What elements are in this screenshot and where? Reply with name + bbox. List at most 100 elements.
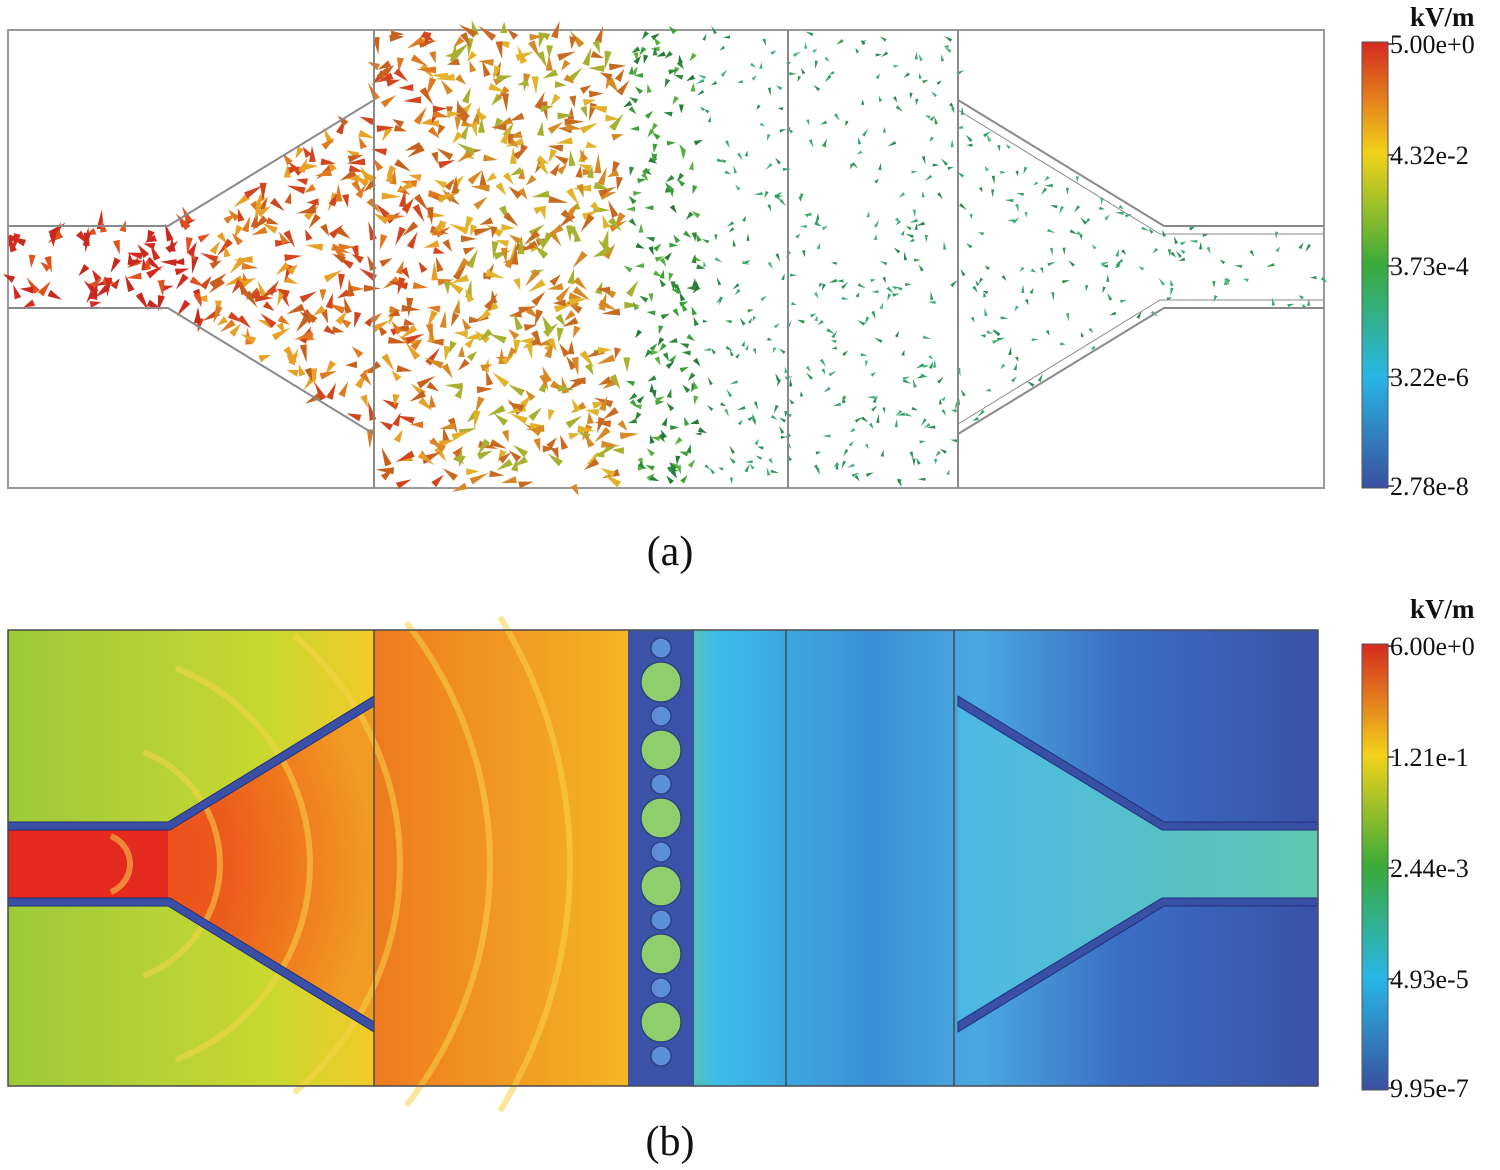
field-arrow (301, 308, 318, 324)
field-arrow (442, 468, 458, 481)
field-arrow (112, 239, 120, 255)
unit-cell (640, 933, 682, 975)
field-arrow (850, 163, 854, 170)
field-arrow (555, 137, 573, 144)
field-arrow (686, 74, 696, 82)
field-arrow (556, 164, 568, 175)
unit-cell (640, 661, 682, 703)
field-arrow (809, 313, 817, 318)
field-arrow (1170, 287, 1174, 296)
field-arrow (1212, 281, 1216, 288)
field-arrow (716, 297, 723, 304)
field-arrow (449, 340, 457, 354)
field-arrow (703, 347, 711, 352)
field-arrow (864, 316, 870, 326)
field-arrow (792, 51, 802, 57)
field-arrow (678, 54, 683, 64)
field-arrow (560, 434, 569, 450)
field-arrow (533, 244, 549, 259)
field-arrow (347, 278, 355, 297)
field-arrow (894, 286, 903, 291)
field-arrow (997, 144, 1001, 152)
field-arrow (445, 280, 464, 295)
field-arrow (602, 214, 611, 229)
field-arrow (711, 25, 717, 35)
field-arrow (496, 117, 513, 127)
field-arrow (749, 463, 755, 470)
field-arrow (405, 341, 421, 360)
field-arrow (862, 128, 869, 137)
field-arrow (1265, 262, 1275, 268)
field-arrow (914, 258, 921, 262)
field-arrow (241, 262, 259, 270)
field-arrow (595, 281, 603, 295)
field-arrow (354, 175, 370, 188)
field-arrow (659, 257, 667, 267)
field-arrow (346, 158, 366, 166)
field-arrow (83, 280, 99, 296)
field-arrow (714, 257, 723, 263)
field-arrow (590, 201, 601, 213)
field-arrow (673, 234, 681, 244)
field-arrow (508, 186, 523, 199)
field-arrow (804, 42, 808, 49)
field-arrow (337, 115, 349, 127)
field-arrow (849, 428, 856, 433)
field-arrow (393, 429, 403, 443)
field-arrow (37, 280, 51, 297)
field-arrow (791, 301, 797, 306)
field-arrow (982, 290, 989, 295)
field-arrow (572, 325, 581, 339)
field-arrow (502, 171, 514, 185)
field-arrow (330, 243, 351, 254)
field-arrow (319, 370, 338, 380)
field-arrow (509, 167, 524, 176)
field-arrow (477, 450, 494, 460)
field-arrow (670, 425, 680, 431)
field-arrow (1016, 192, 1024, 197)
field-arrow (580, 122, 599, 134)
field-arrow (23, 299, 36, 308)
field-arrow (500, 125, 511, 145)
field-arrow (876, 414, 880, 424)
field-arrow (511, 245, 519, 265)
field-arrow (687, 372, 696, 381)
field-arrow (486, 370, 494, 386)
field-arrow (654, 356, 661, 366)
field-arrow (753, 192, 763, 196)
field-arrow (568, 432, 581, 440)
field-arrow (686, 285, 696, 291)
field-arrow (1102, 286, 1106, 294)
field-arrow (525, 306, 539, 319)
field-arrow (1298, 295, 1304, 300)
field-arrow (298, 364, 306, 377)
field-arrow (83, 232, 91, 253)
field-arrow (779, 198, 786, 207)
field-arrow (966, 143, 973, 147)
field-arrow (470, 122, 477, 138)
field-arrow (331, 326, 345, 334)
field-arrow (509, 146, 517, 164)
field-arrow (824, 56, 830, 62)
field-arrow (1120, 299, 1127, 303)
colorbar-b-tick: 9.95e-7 (1390, 1074, 1469, 1103)
field-arrow (456, 99, 464, 116)
field-arrow (729, 445, 736, 454)
field-arrow (696, 89, 705, 96)
field-arrow (554, 81, 567, 89)
field-arrow (848, 441, 854, 447)
field-arrow (555, 313, 566, 327)
field-arrow (528, 279, 546, 293)
field-arrow (568, 225, 578, 241)
field-arrow (379, 258, 393, 268)
colorbar-a-tick: 3.22e-6 (1390, 363, 1469, 392)
field-arrow (398, 84, 414, 92)
field-arrow (1019, 266, 1025, 273)
field-arrow (647, 375, 657, 382)
field-arrow (586, 166, 594, 179)
field-arrow (580, 105, 587, 118)
field-arrow (749, 62, 757, 68)
field-arrow (779, 129, 786, 133)
field-arrow (817, 319, 824, 326)
field-arrow (754, 438, 759, 446)
